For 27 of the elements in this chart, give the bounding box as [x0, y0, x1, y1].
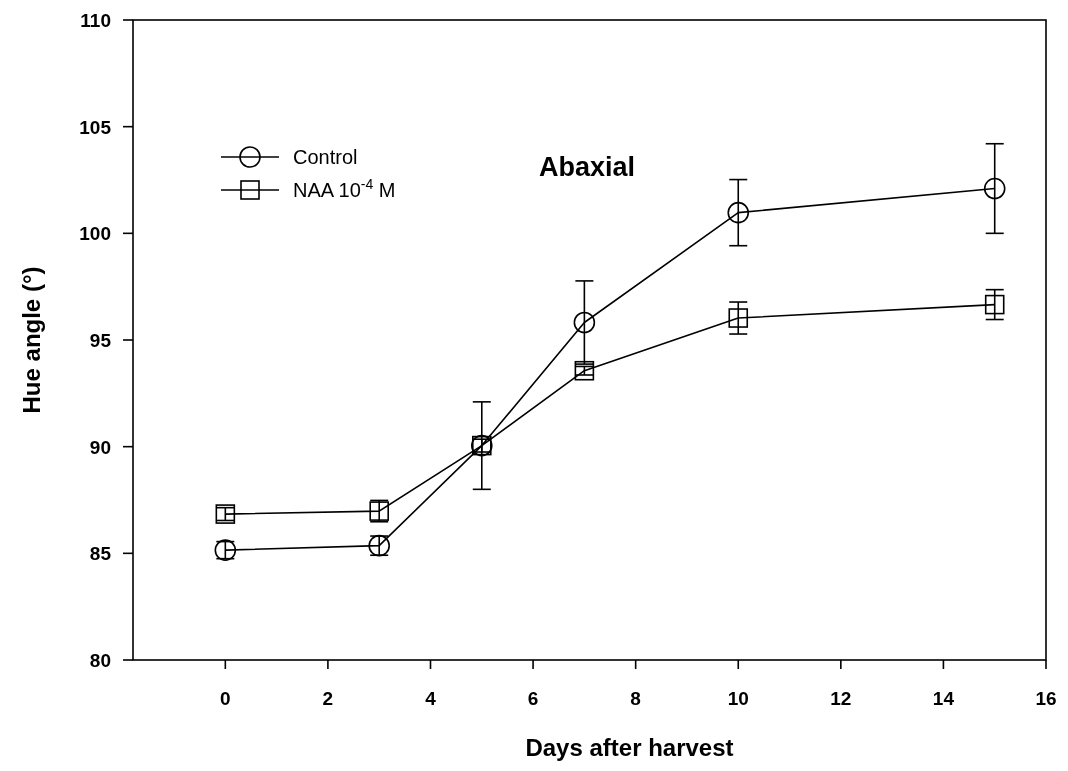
x-tick-label: 6 [527, 688, 539, 709]
y-tick-label: 95 [89, 330, 112, 351]
x-axis-title: Days after harvest [525, 734, 734, 761]
point [573, 311, 596, 334]
point [727, 201, 750, 224]
y-tick-label: 80 [89, 650, 111, 671]
point [728, 308, 749, 328]
y-tick-label: 100 [79, 223, 111, 245]
x-tick-label: 14 [932, 688, 955, 709]
legend-label: Control [293, 146, 358, 168]
point [983, 177, 1006, 200]
x-tick-label: 2 [322, 688, 334, 709]
x-tick-label: 8 [630, 688, 641, 709]
x-tick-label: 10 [727, 688, 749, 709]
y-tick-label: 90 [89, 436, 111, 458]
x-tick-label: 4 [425, 688, 437, 709]
y-tick-label: 85 [89, 543, 112, 565]
point [574, 360, 595, 381]
y-axis-title: Hue angle (°) [18, 266, 45, 414]
x-tick-label: 16 [1035, 688, 1057, 709]
y-tick-label: 105 [79, 116, 112, 138]
text: Abaxial [538, 152, 636, 182]
y-tick-label: 110 [80, 10, 111, 31]
legend-label: NAA 10$^{-4}$ M [293, 176, 396, 201]
point [984, 294, 1005, 315]
x-tick-label: 0 [220, 688, 231, 709]
x-tick-label: 12 [830, 688, 852, 709]
